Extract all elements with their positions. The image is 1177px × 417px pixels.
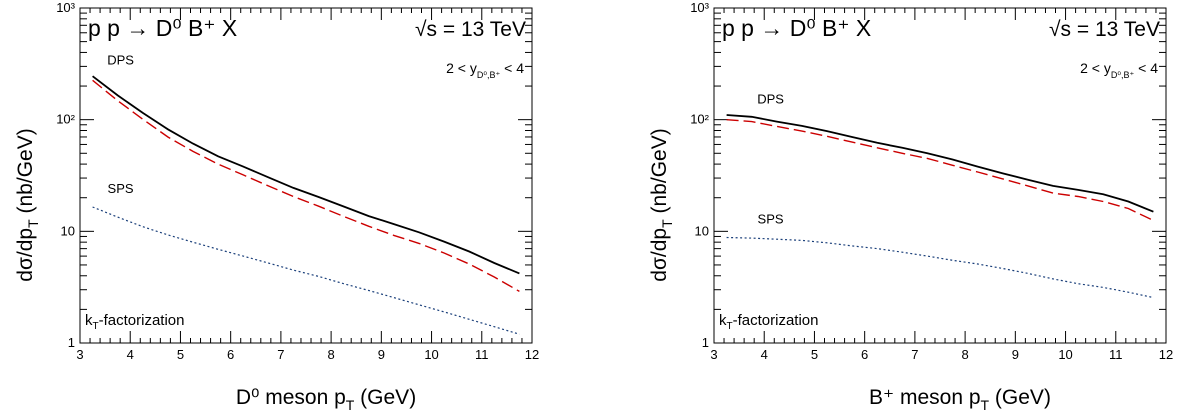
x-tick-label: 8 (961, 347, 968, 362)
plot-frame (713, 7, 1167, 344)
model-label: kT-factorization (85, 312, 184, 332)
y-tick-label: 10³ (56, 0, 75, 15)
x-tick-label: 12 (525, 347, 539, 362)
rapidity-range-label: 2 < yD⁰,B⁺ < 4 (446, 60, 524, 80)
y-tick-label: 10³ (690, 0, 709, 15)
x-tick-label: 12 (1159, 347, 1173, 362)
y-tick-label: 1 (68, 335, 75, 350)
y-tick-label: 10 (61, 223, 75, 238)
x-tick-label: 6 (861, 347, 868, 362)
y-tick-label: 1 (702, 335, 709, 350)
y-tick-label: 10² (690, 112, 709, 127)
x-tick-label: 7 (911, 347, 918, 362)
x-tick-label: 3 (710, 347, 717, 362)
chart-title: p p → D⁰ B⁺ X (88, 15, 237, 41)
x-tick-label: 4 (127, 347, 134, 362)
x-tick-label: 11 (475, 347, 489, 362)
x-axis-title: D⁰ meson pT (GeV) (236, 386, 416, 413)
x-tick-label: 5 (811, 347, 818, 362)
model-label: kT-factorization (719, 312, 818, 332)
y-tick-label: 10² (56, 112, 75, 127)
series-total-line (726, 114, 1154, 213)
x-tick-label: 6 (227, 347, 234, 362)
x-tick-label: 8 (327, 347, 334, 362)
y-axis-title: dσ/dpT (nb/GeV) (14, 128, 41, 281)
series-label-dps: DPS (757, 92, 784, 107)
x-tick-label: 10 (1058, 347, 1072, 362)
chart-panel-2: 3 4 5 6 7 8 9 10 11 12 1 10 10² 10³ DPS SPS p p → D⁰ B⁺ … (648, 0, 1173, 413)
x-tick-label: 11 (1109, 347, 1123, 362)
series-sps-line (726, 236, 1154, 299)
x-axis-title: B⁺ meson pT (GeV) (869, 386, 1051, 413)
series-total-line (92, 75, 520, 275)
series-dps-line (726, 119, 1154, 222)
rapidity-range-label: 2 < yD⁰,B⁺ < 4 (1080, 60, 1158, 80)
x-tick-label: 10 (424, 347, 438, 362)
series-label-sps: SPS (758, 212, 784, 227)
y-axis-title: dσ/dpT (nb/GeV) (648, 128, 675, 281)
series-dps-line (92, 79, 520, 293)
series-label-dps: DPS (107, 52, 134, 67)
x-tick-label: 3 (76, 347, 83, 362)
y-tick-label: 10 (695, 223, 709, 238)
energy-label: √s = 13 TeV (415, 18, 526, 41)
x-tick-label: 9 (378, 347, 385, 362)
chart-title: p p → D⁰ B⁺ X (722, 15, 871, 41)
chart-panel-1: 3 4 5 6 7 8 9 10 11 12 1 10 10² 10³ DPS SPS p p → D⁰ B⁺ … (14, 0, 539, 413)
x-tick-label: 5 (177, 347, 184, 362)
x-tick-label: 7 (277, 347, 284, 362)
series-label-sps: SPS (108, 181, 134, 196)
x-tick-label: 9 (1012, 347, 1019, 362)
x-tick-label: 4 (761, 347, 768, 362)
energy-label: √s = 13 TeV (1049, 18, 1160, 41)
plot-frame (79, 7, 533, 344)
